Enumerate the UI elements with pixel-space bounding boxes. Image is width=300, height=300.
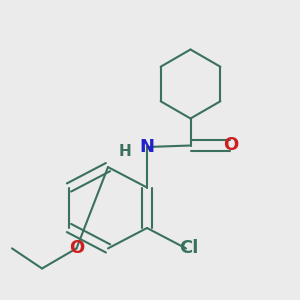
Text: O: O — [224, 136, 238, 154]
Text: Cl: Cl — [179, 239, 199, 257]
Text: H: H — [118, 144, 131, 159]
Text: N: N — [140, 138, 154, 156]
Text: O: O — [69, 239, 84, 257]
